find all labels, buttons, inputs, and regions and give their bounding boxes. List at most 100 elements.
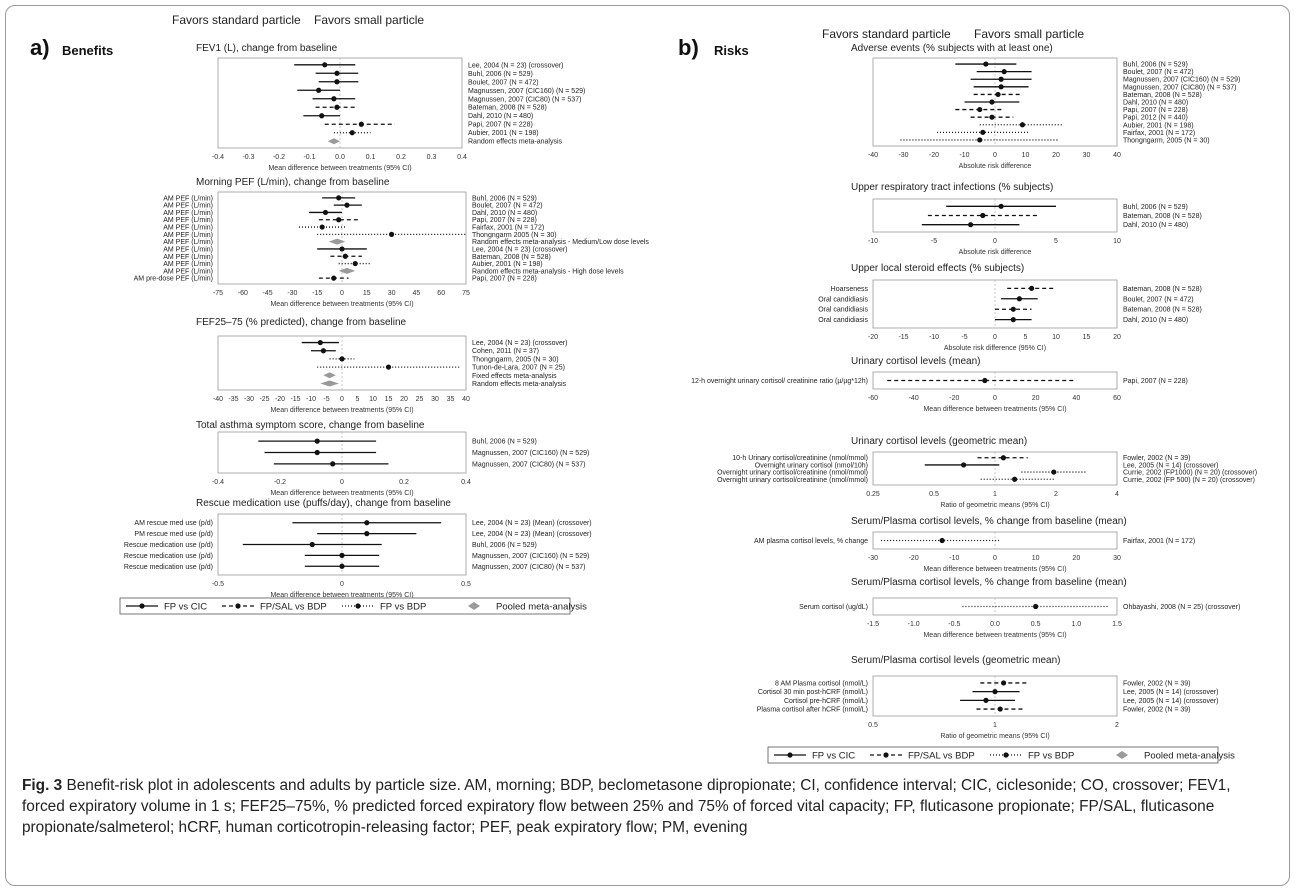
tick-label: -20: [868, 334, 878, 341]
legend-dot: [1003, 752, 1009, 758]
tick-label: 30: [431, 396, 439, 403]
point-estimate: [334, 70, 340, 76]
subplot-title: Upper local steroid effects (% subjects): [851, 263, 1024, 274]
tick-label: -40: [868, 152, 878, 159]
point-estimate: [998, 84, 1004, 90]
tick-label: -10: [929, 334, 939, 341]
point-estimate: [983, 697, 989, 703]
forest-subplot-11: Serum/Plasma cortisol levels, % change f…: [799, 577, 1240, 639]
tick-label: 0: [993, 334, 997, 341]
tick-label: -15: [898, 334, 908, 341]
point-estimate: [989, 99, 995, 105]
x-axis-label: Mean difference between treatments (95% …: [270, 490, 413, 497]
tick-label: -0.1: [303, 154, 315, 161]
tick-label: 40: [1072, 395, 1080, 402]
forest-subplot-10: Serum/Plasma cortisol levels, % change f…: [754, 516, 1195, 573]
legend-label: FP/SAL vs BDP: [260, 602, 327, 613]
point-estimate: [344, 202, 350, 208]
row-label: Oral candidiasis: [818, 317, 868, 324]
tick-label: 10: [369, 396, 377, 403]
point-estimate: [961, 462, 967, 468]
study-label: Random effects meta-analysis: [468, 139, 563, 146]
point-estimate: [1000, 455, 1006, 461]
study-label: Lee, 2005 (N = 14) (crossover): [1123, 698, 1219, 705]
tick-label: -5: [323, 396, 329, 403]
legend-dot: [883, 752, 889, 758]
point-estimate: [316, 87, 322, 93]
point-estimate: [319, 224, 325, 230]
tick-label: 0.5: [1031, 621, 1041, 628]
study-label: Lee, 2004 (N = 23) (Mean) (crossover): [472, 531, 592, 538]
point-estimate: [1012, 476, 1018, 482]
tick-label: -5: [931, 238, 937, 245]
tick-label: 15: [1083, 334, 1091, 341]
study-label: Boulet, 2007 (N = 472): [1123, 296, 1194, 303]
panel-b-left-header: Favors standard particle: [822, 27, 951, 41]
tick-label: 45: [413, 290, 421, 297]
tick-label: 2: [1115, 722, 1119, 729]
point-estimate: [322, 209, 329, 216]
tick-label: 2: [1054, 491, 1058, 498]
point-estimate: [331, 96, 337, 102]
tick-label: 0.0: [335, 154, 345, 161]
point-estimate: [982, 377, 988, 384]
legend-label: FP vs BDP: [380, 602, 426, 613]
row-label: Overnight urinary cortisol/creatinine (n…: [717, 477, 868, 484]
study-label: Magnussen, 2007 (CIC160) (N = 529): [472, 450, 589, 457]
row-label: AM PEF (L/min): [163, 268, 213, 275]
tick-label: 0.5: [929, 491, 939, 498]
point-estimate: [349, 130, 355, 136]
point-estimate: [320, 348, 326, 354]
point-estimate: [968, 222, 974, 228]
legend-label: FP vs CIC: [812, 751, 855, 762]
tick-label: -10: [949, 555, 959, 562]
row-label: Cortisol 30 min post-hCRF (nmol/L): [758, 689, 868, 696]
row-label: AM pre-dose PEF (L/min): [134, 276, 213, 283]
row-label: Overnight urinary cortisol (nmol/10h): [755, 462, 868, 469]
tick-label: 5: [1024, 334, 1028, 341]
tick-label: 20: [1113, 334, 1121, 341]
tick-label: 40: [462, 396, 470, 403]
point-estimate: [989, 114, 995, 120]
tick-label: -15: [312, 290, 322, 297]
point-estimate: [992, 689, 998, 695]
tick-label: 0: [993, 395, 997, 402]
study-label: Dahl, 2010 (N = 480): [1123, 100, 1188, 107]
tick-label: 10: [1032, 555, 1040, 562]
study-label: Buhl, 2006 (N = 529): [1123, 204, 1188, 211]
forest-subplot-2: FEF25–75 (% predicted), change from base…: [196, 317, 568, 414]
tick-label: 30: [388, 290, 396, 297]
point-estimate: [314, 438, 320, 444]
tick-label: -20: [275, 396, 285, 403]
tick-label: -0.2: [274, 479, 286, 486]
study-label: Fairfax, 2001 (N = 172): [1123, 130, 1195, 137]
tick-label: 35: [447, 396, 455, 403]
study-label: Fairfax, 2001 (N = 172): [1123, 538, 1195, 545]
subplot-title: Urinary cortisol levels (geometric mean): [851, 436, 1027, 447]
study-label: Buhl, 2006 (N = 529): [472, 195, 537, 202]
study-label: Aubier, 2001 (N = 198): [468, 130, 539, 137]
tick-label: 0.25: [866, 491, 880, 498]
study-label: Thongngarm, 2005 (N = 30): [472, 356, 559, 363]
forest-subplot-8: Urinary cortisol levels (mean) -60 -40 -20 0…: [691, 356, 1188, 413]
study-label: Magnussen, 2007 (CIC80) (N = 537): [1123, 84, 1236, 91]
panel-a-left-header: Favors standard particle: [172, 13, 301, 27]
point-estimate: [995, 91, 1001, 98]
study-label: Fixed effects meta-analysis: [472, 373, 557, 380]
panel-a-letter: a): [30, 35, 50, 60]
study-label: Bateman, 2008 (N = 528): [468, 105, 547, 112]
point-estimate: [1019, 122, 1026, 128]
caption-label: Fig. 3: [22, 777, 63, 794]
tick-label: -40: [213, 396, 223, 403]
tick-label: 0: [993, 238, 997, 245]
row-label: Plasma cortisol after hCRF (nmol/L): [757, 707, 868, 714]
point-estimate: [1010, 306, 1016, 312]
row-label: Rescue medication use (p/d): [124, 553, 213, 560]
tick-label: 0.4: [457, 154, 467, 161]
tick-label: 10: [1113, 238, 1121, 245]
row-label: 12-h overnight urinary cortisol/ creatin…: [691, 378, 868, 385]
subplot-title: Morning PEF (L/min), change from baselin…: [196, 177, 390, 188]
pooled-diamond: [320, 380, 339, 387]
point-estimate: [939, 537, 945, 544]
tick-label: -0.4: [212, 154, 224, 161]
